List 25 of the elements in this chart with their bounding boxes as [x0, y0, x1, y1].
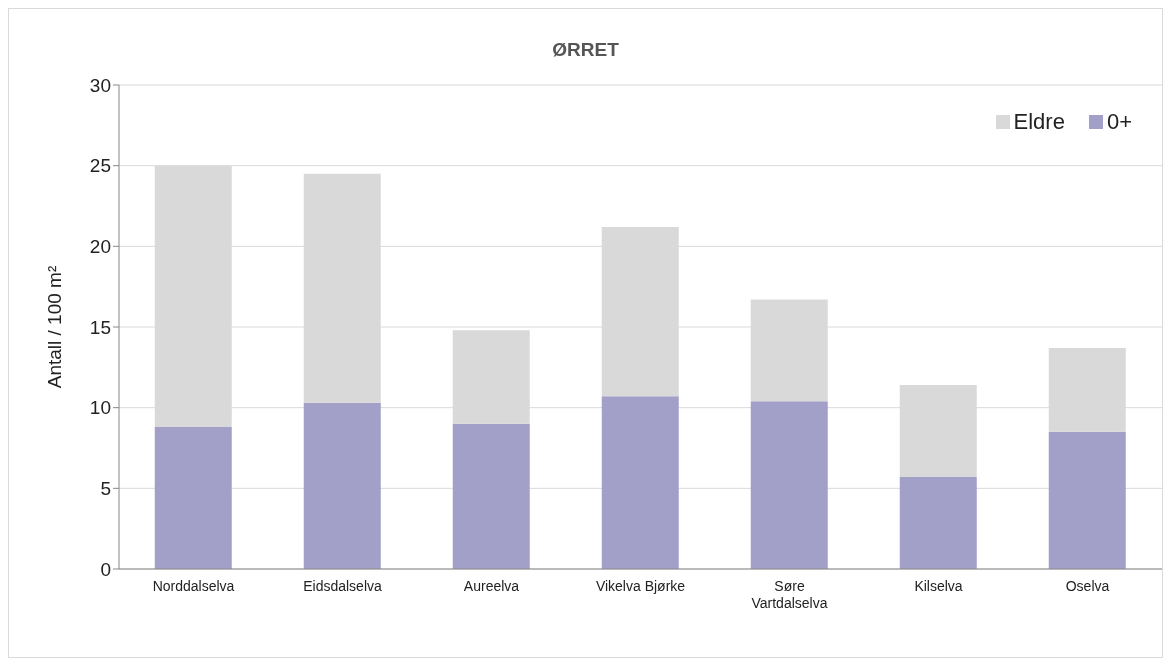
y-tick-label: 0 [100, 558, 111, 580]
y-tick-label: 10 [89, 397, 111, 419]
y-tick-label: 20 [89, 236, 111, 258]
bar [601, 396, 679, 569]
x-tick-label: Norddalselva [152, 578, 235, 594]
y-axis-title: Antall / 100 m² [43, 265, 65, 389]
chart-title: ØRRET [551, 39, 620, 61]
bar [154, 427, 232, 569]
x-tick-label: Eidsdalselva [303, 578, 383, 594]
x-tick-label: Aureelva [463, 578, 520, 594]
bar [899, 477, 977, 569]
bar [750, 401, 828, 569]
x-tick-label: Oselva [1065, 578, 1110, 594]
x-tick-label: Søre Vartdalselva [751, 578, 828, 611]
y-tick-label: 5 [100, 478, 111, 500]
x-tick-label: Vikelva Bjørke [595, 578, 686, 594]
y-tick-label: 15 [89, 316, 111, 338]
x-tick-label: Kilselva [914, 578, 963, 594]
bar [303, 402, 381, 569]
bar [1048, 431, 1126, 569]
legend-label: Eldre [1013, 109, 1065, 135]
y-tick-label: 25 [89, 155, 111, 177]
legend-label: 0+ [1106, 109, 1132, 135]
y-tick-label: 30 [89, 74, 111, 96]
bar [452, 423, 530, 569]
